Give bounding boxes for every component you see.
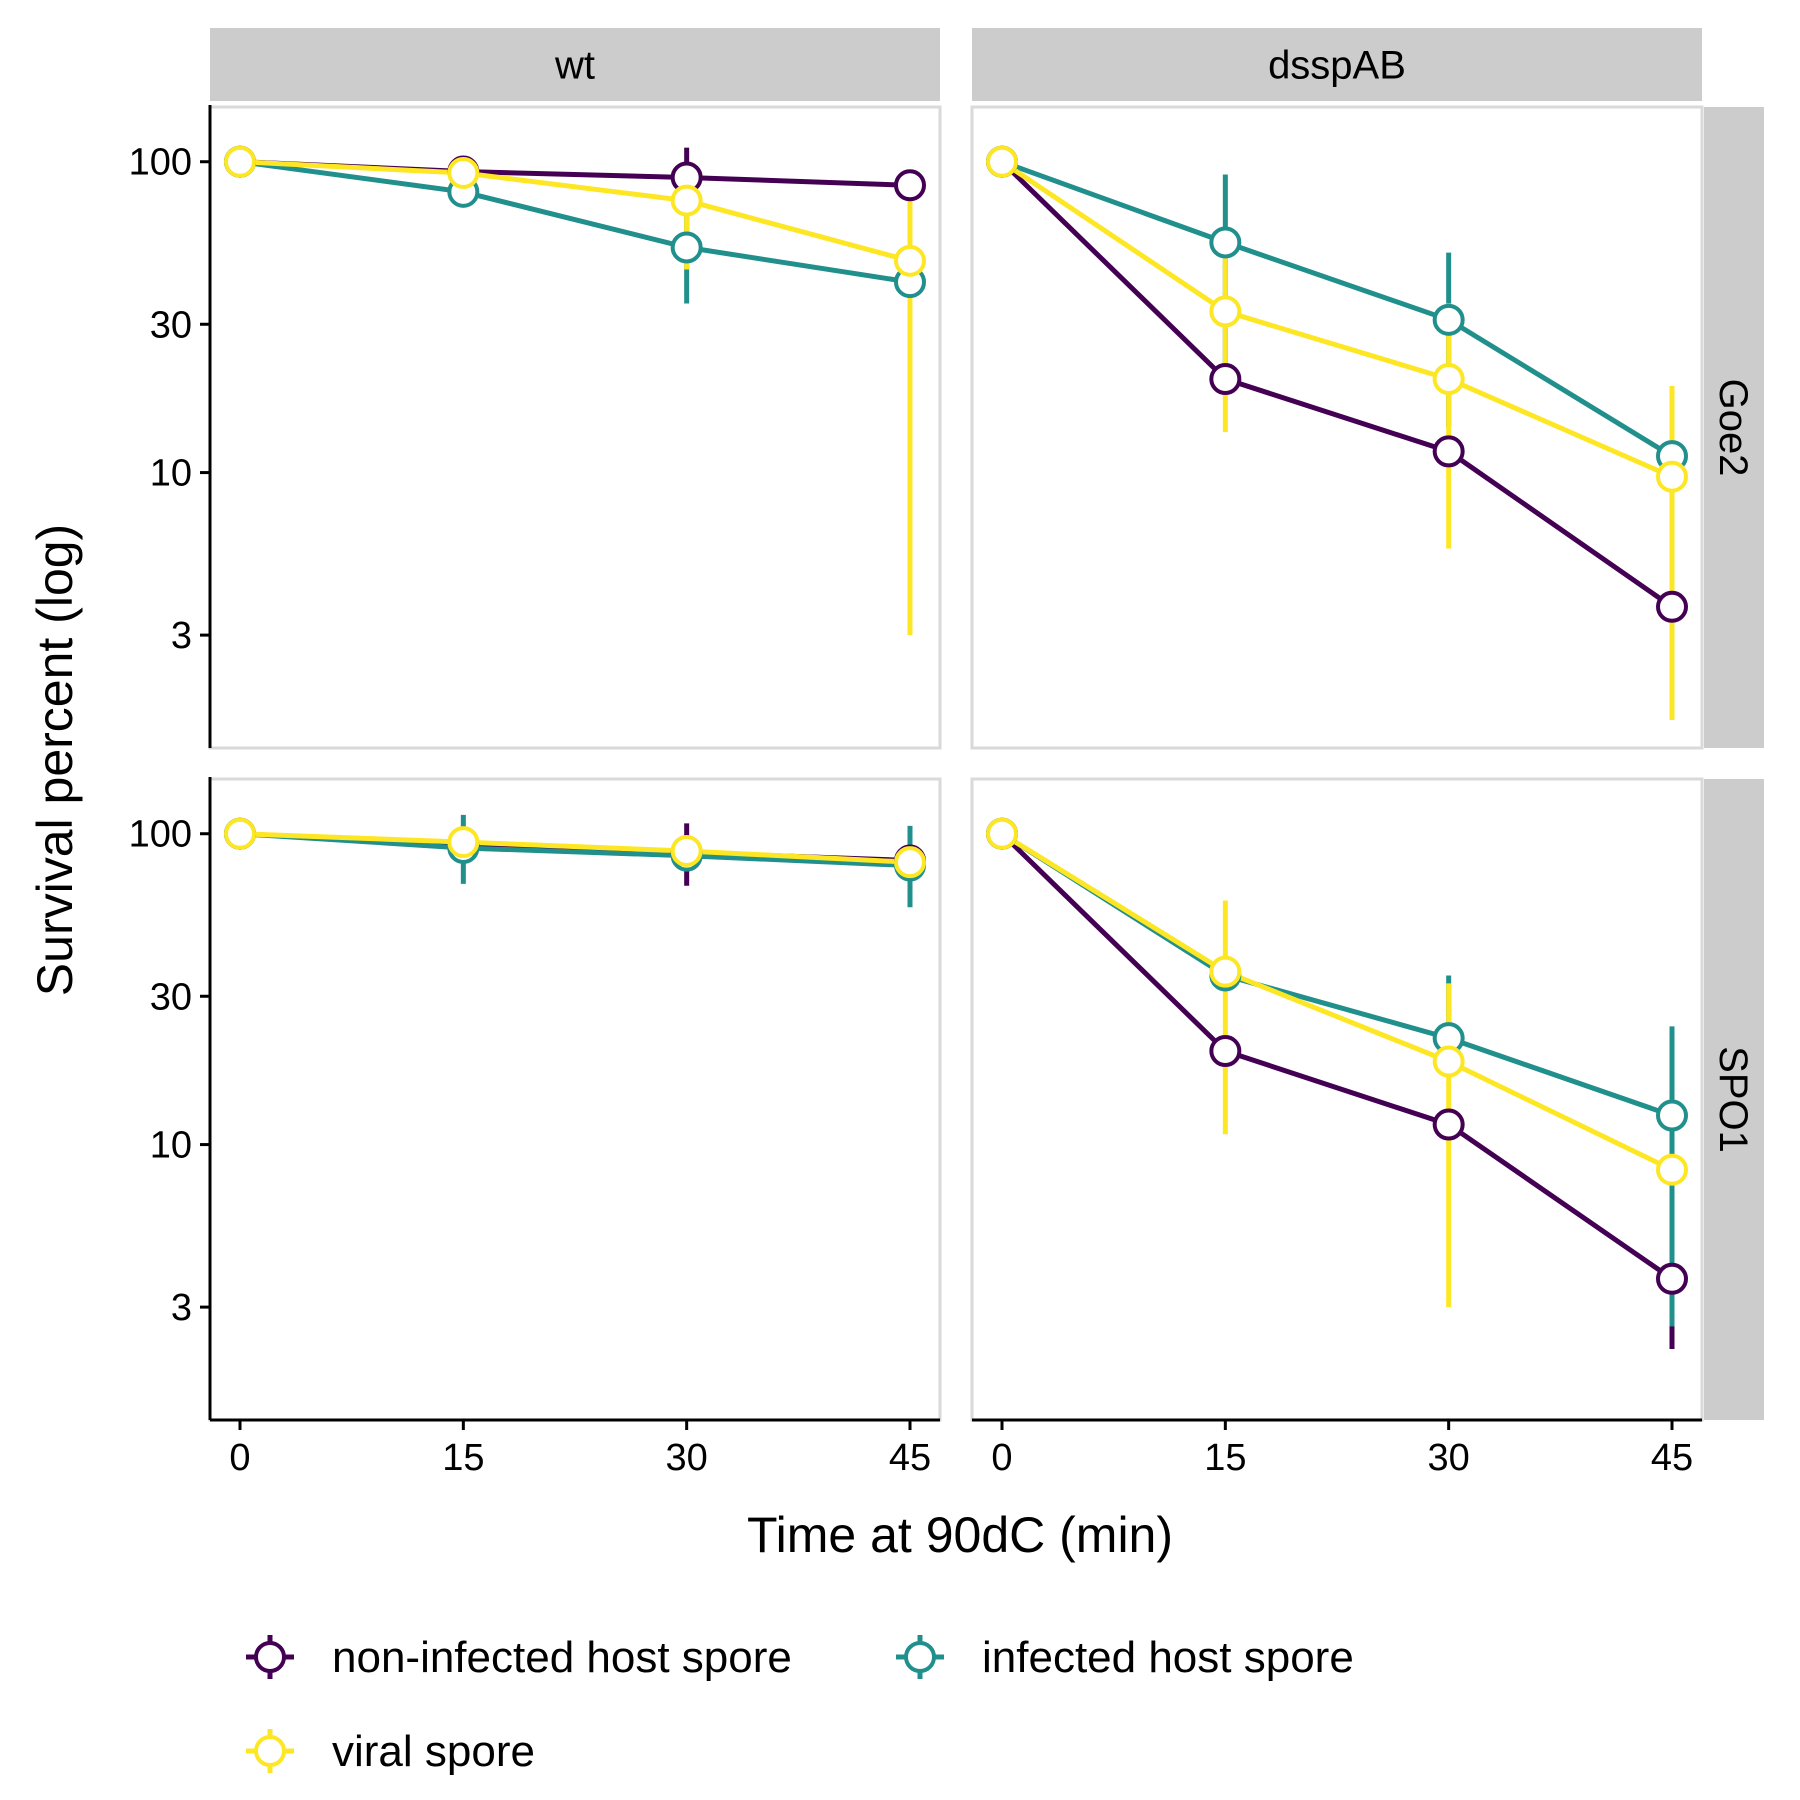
- legend-key-point: [904, 1641, 936, 1673]
- legend-item: infected host spore: [896, 1633, 1354, 1682]
- legend-key-point: [254, 1735, 286, 1767]
- legend-key-point: [254, 1641, 286, 1673]
- legend-label: non-infected host spore: [332, 1633, 792, 1682]
- panel-dsspAB-Goe2: [970, 105, 1704, 750]
- y-tick-label: 30: [150, 976, 192, 1018]
- data-point: [1432, 363, 1465, 396]
- row-strip-SPO1: [1704, 779, 1764, 1420]
- column-strip-wt: [210, 28, 940, 101]
- panel-border: [208, 777, 942, 1422]
- axes-layer: 3 10 30 100 3 10 30 100 0 15 30 45 0 15 30 45: [129, 105, 1702, 1479]
- x-tick-label: 0: [229, 1437, 250, 1479]
- data-point: [447, 156, 480, 189]
- legend-label: viral spore: [332, 1727, 535, 1776]
- y-tick-label: 10: [150, 1125, 192, 1167]
- panel-border: [208, 105, 942, 750]
- data-point: [1432, 435, 1465, 468]
- row-strip-label: Goe2: [1711, 379, 1755, 477]
- data-point: [1656, 460, 1688, 493]
- data-point: [894, 846, 926, 879]
- data-point: [670, 834, 703, 867]
- legend-item: viral spore: [246, 1727, 535, 1776]
- x-tick-label: 30: [1428, 1437, 1470, 1479]
- y-tick-label: 30: [150, 304, 192, 346]
- panel-wt-Goe2: [208, 105, 942, 750]
- panel-border: [970, 777, 1704, 1422]
- data-point: [1209, 363, 1242, 396]
- series-line: [239, 831, 911, 869]
- data-point: [447, 826, 480, 859]
- y-tick-label: 100: [129, 142, 192, 184]
- data-point: [1656, 590, 1688, 623]
- data-point: [894, 244, 926, 277]
- data-point: [1209, 955, 1242, 988]
- x-axis-title: Time at 90dC (min): [747, 1507, 1173, 1563]
- data-point: [1432, 303, 1465, 336]
- column-strip-dsspAB: [972, 28, 1702, 101]
- panel-border: [970, 105, 1704, 750]
- panel-wt-SPO1: [208, 777, 942, 1422]
- data-point: [894, 169, 926, 202]
- data-point: [670, 231, 703, 264]
- series-line: [239, 831, 911, 865]
- data-point: [1209, 295, 1242, 328]
- series-line: [239, 159, 911, 264]
- data-point: [224, 817, 256, 850]
- data-point: [986, 145, 1018, 178]
- data-point: [1209, 226, 1242, 259]
- strips-layer: wt dsspAB Goe2 SPO1: [210, 28, 1764, 1420]
- data-point: [986, 817, 1018, 850]
- legend-item: non-infected host spore: [246, 1633, 792, 1682]
- data-point: [1432, 1108, 1465, 1141]
- panel-dsspAB-SPO1: [970, 777, 1704, 1422]
- data-point: [1432, 1045, 1465, 1078]
- data-point: [1209, 1035, 1242, 1068]
- row-strip-label: SPO1: [1711, 1046, 1755, 1153]
- column-strip-label: dsspAB: [1268, 44, 1406, 88]
- x-tick-label: 15: [1204, 1437, 1246, 1479]
- legend: non-infected host spore infected host spo…: [246, 1633, 1354, 1776]
- series-line: [1000, 831, 1674, 1172]
- data-point: [224, 145, 256, 178]
- data-point: [1656, 1153, 1688, 1186]
- data-point: [1656, 1262, 1688, 1295]
- x-tick-label: 30: [666, 1437, 708, 1479]
- x-tick-label: 45: [1651, 1437, 1693, 1479]
- column-strip-label: wt: [554, 44, 595, 88]
- y-tick-label: 3: [171, 1287, 192, 1329]
- x-tick-label: 15: [442, 1437, 484, 1479]
- y-tick-label: 100: [129, 814, 192, 856]
- data-point: [1656, 1099, 1688, 1132]
- series-line: [1000, 159, 1674, 479]
- series-line: [1000, 831, 1674, 1281]
- series-line: [239, 159, 911, 285]
- series-line: [1001, 159, 1674, 459]
- data-point: [670, 184, 703, 217]
- x-tick-label: 0: [991, 1437, 1012, 1479]
- x-tick-label: 45: [889, 1437, 931, 1479]
- series-line: [1000, 159, 1674, 609]
- y-axis-title: Survival percent (log): [27, 524, 83, 996]
- y-tick-label: 3: [171, 615, 192, 657]
- row-strip-Goe2: [1704, 107, 1764, 748]
- legend-label: infected host spore: [982, 1633, 1354, 1682]
- y-tick-label: 10: [150, 453, 192, 495]
- panels-layer: [208, 105, 1704, 1422]
